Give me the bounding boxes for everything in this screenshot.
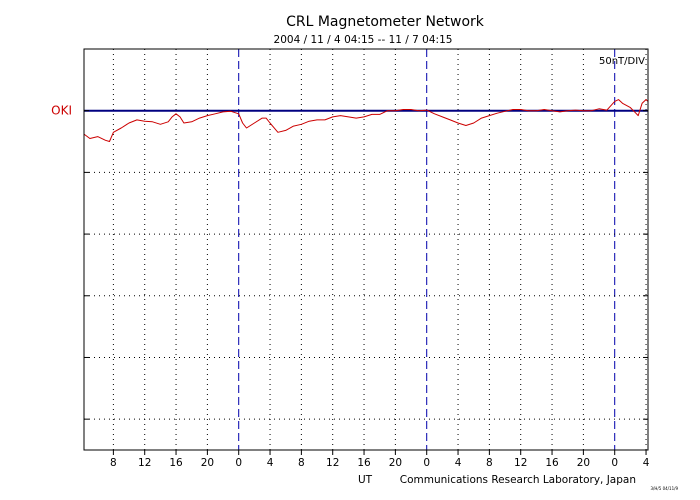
axis-layer: 8 12 16 20 0 4 8 12 16 20 0 4 8 12 16 20 0 4 OKI [51,104,650,469]
x-tick-label: 20 [389,457,402,469]
x-tick-label: 0 [423,457,430,469]
x-tick-label: 12 [514,457,527,469]
plot-frame [83,48,649,451]
x-tick-label: 0 [611,457,618,469]
x-tick-label: 20 [201,457,214,469]
credit-small-label: 3/H/5 04/11/9 [651,486,679,491]
chart-title: CRL Magnetometer Network [286,14,485,30]
x-tick-label: 8 [110,457,117,469]
x-tick-label: 12 [326,457,339,469]
x-tick-label: 12 [138,457,151,469]
x-tick-label: 16 [169,457,183,469]
station-label: OKI [51,104,72,118]
x-tick-label: 16 [357,457,371,469]
grid-layer [84,49,648,450]
x-tick-label: 4 [267,457,274,469]
plot-layer [83,99,649,142]
x-tick-label: 8 [298,457,305,469]
x-tick-label: 20 [577,457,590,469]
x-tick-label: 4 [455,457,462,469]
x-tick-label: 8 [486,457,493,469]
x-axis-label: UT [358,474,373,486]
chart-subtitle: 2004 / 11 / 4 04:15 -- 11 / 7 04:15 [274,34,453,46]
credit-label: Communications Research Laboratory, Japa… [400,474,636,486]
series-line-oki [83,99,649,142]
x-tick-label: 16 [545,457,559,469]
x-tick-label: 0 [235,457,242,469]
x-tick-label: 4 [643,457,650,469]
scale-label: 50nT/DIV [599,56,645,67]
